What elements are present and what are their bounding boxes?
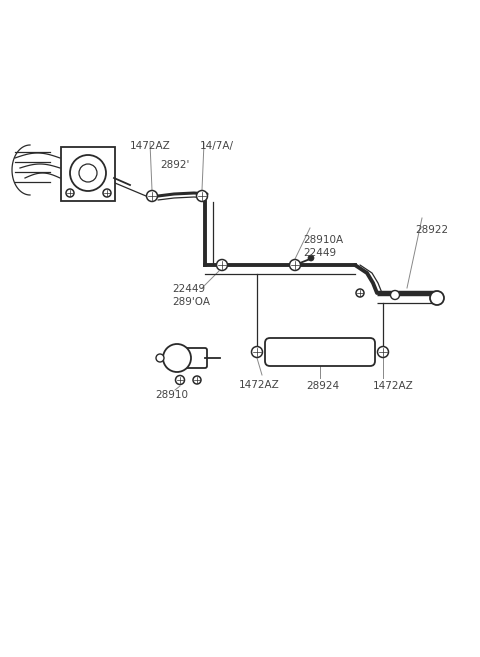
Text: 14/7A/: 14/7A/ [200, 141, 234, 151]
Circle shape [66, 189, 74, 197]
Text: 28924: 28924 [306, 381, 339, 391]
Text: 1472AZ: 1472AZ [239, 380, 280, 390]
Circle shape [377, 346, 388, 357]
FancyBboxPatch shape [61, 147, 115, 201]
Circle shape [430, 291, 444, 305]
Text: 289'OA: 289'OA [172, 297, 210, 307]
Circle shape [196, 191, 207, 202]
Text: 2892': 2892' [160, 160, 190, 170]
Text: 28922: 28922 [415, 225, 448, 235]
Circle shape [391, 290, 399, 300]
Circle shape [216, 260, 228, 271]
Circle shape [289, 260, 300, 271]
Circle shape [103, 189, 111, 197]
Text: 22449: 22449 [172, 284, 205, 294]
Circle shape [252, 346, 263, 357]
Text: 28910A: 28910A [303, 235, 343, 245]
Circle shape [176, 376, 184, 384]
Circle shape [146, 191, 157, 202]
Text: 1472AZ: 1472AZ [373, 381, 414, 391]
Circle shape [308, 255, 314, 261]
Circle shape [156, 354, 164, 362]
FancyBboxPatch shape [265, 338, 375, 366]
Text: 22449: 22449 [303, 248, 336, 258]
Circle shape [70, 155, 106, 191]
Circle shape [193, 376, 201, 384]
Text: 1472AZ: 1472AZ [130, 141, 171, 151]
Circle shape [79, 164, 97, 182]
FancyBboxPatch shape [175, 348, 207, 368]
Circle shape [163, 344, 191, 372]
Text: 28910: 28910 [155, 390, 188, 400]
Circle shape [356, 289, 364, 297]
